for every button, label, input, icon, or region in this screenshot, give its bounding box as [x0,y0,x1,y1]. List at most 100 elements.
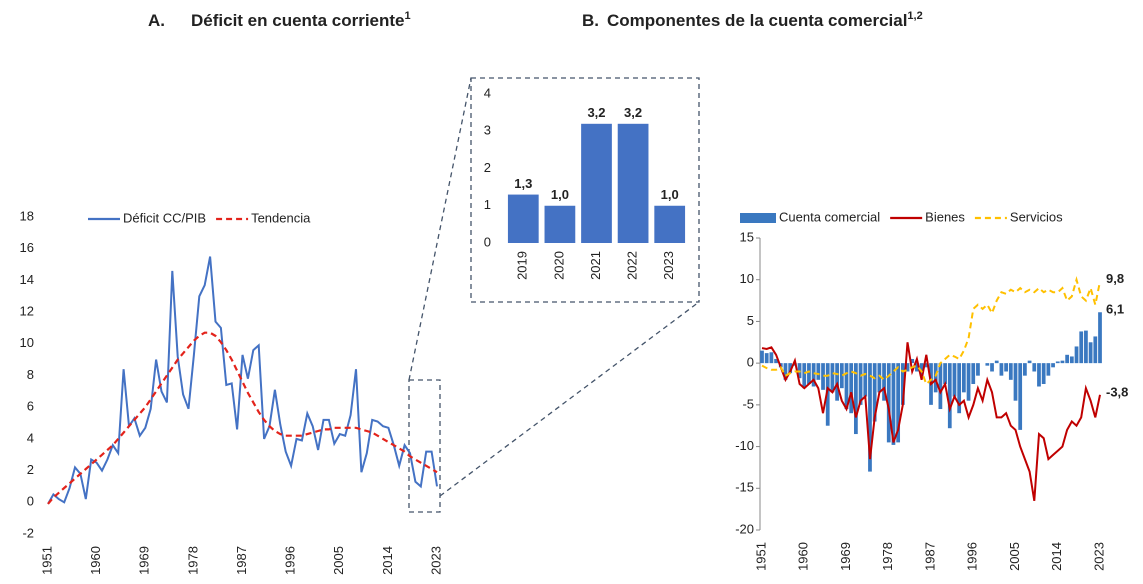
bar [952,363,957,397]
y-tick-label: 4 [27,430,34,445]
legend-label: Déficit CC/PIB [123,210,206,225]
y-tick-label: -5 [742,396,754,411]
bar [872,363,877,422]
bar [933,363,938,393]
bar [760,350,764,364]
bar [1037,363,1041,387]
x-tick-label: 2005 [331,546,346,575]
y-tick-label: 8 [27,367,34,382]
bar [811,363,816,387]
bar [849,363,854,414]
y-tick-label: 16 [20,240,34,255]
bar [1084,330,1088,364]
x-tick-label: 2022 [625,251,640,280]
y-tick-label: 0 [747,355,754,370]
bar [1013,363,1018,401]
bar [544,205,576,243]
bar [976,363,980,376]
bar [999,363,1004,376]
bar [919,363,924,376]
x-tick-label: 2019 [515,251,530,280]
x-tick-label: 1969 [137,546,152,575]
value-label: 1,0 [661,187,679,202]
bar [821,363,825,390]
y-tick-label: 0 [27,494,34,509]
bar [617,123,649,243]
bar [1093,336,1098,364]
x-tick-label: 1960 [796,542,811,571]
y-tick-label: 2 [484,160,491,175]
bar [915,363,919,372]
bar [868,363,872,472]
bar [825,363,830,426]
bar [1065,354,1070,364]
x-tick-label: 1996 [965,542,980,571]
x-tick-label: 1960 [88,546,103,575]
zoom-region [408,379,441,513]
legend-swatch [740,213,776,223]
bar [905,363,910,372]
legend-label: Tendencia [251,210,311,225]
bar [1069,356,1074,364]
bar [971,363,976,384]
x-tick-label: 2020 [551,251,566,280]
y-tick-label: 12 [20,304,34,319]
y-tick-label: 5 [747,313,754,328]
bar [1055,361,1060,364]
x-tick-label: 2021 [588,251,603,280]
bar [1041,363,1046,384]
bar [910,358,915,364]
bar [966,363,971,401]
bar [900,363,905,405]
legend-label: Bienes [925,209,965,224]
bar [844,363,849,410]
x-tick-label: 1987 [922,542,937,571]
bar [1046,363,1051,376]
bar [1023,363,1027,376]
bar [924,363,929,368]
bar [1079,331,1084,364]
x-tick-label: 1996 [283,546,298,575]
bar [1032,363,1037,372]
bar [1027,360,1032,364]
value-label: 3,2 [624,105,642,120]
x-tick-label: 1951 [753,542,768,571]
bar [1060,360,1065,364]
bar [1098,312,1102,364]
bar [581,123,612,243]
bar [1008,363,1013,380]
bar [1004,363,1008,372]
end-label: 9,8 [1106,271,1124,286]
bar [947,363,952,429]
bar [816,363,821,380]
bar [807,363,811,384]
bar [783,363,788,380]
x-tick-label: 1987 [234,546,249,575]
bar [882,363,886,401]
bar [858,363,863,405]
bar [896,363,901,443]
x-tick-label: 1951 [39,546,54,575]
bar [507,194,539,243]
y-tick-label: -2 [22,525,34,540]
y-tick-label: 10 [20,335,34,350]
y-tick-label: 3 [484,123,491,138]
value-label: 1,0 [551,187,569,202]
x-tick-label: 2023 [1091,542,1106,571]
bar [854,363,858,435]
bar [961,363,966,393]
x-tick-label: 2023 [661,251,676,280]
x-tick-label: 2023 [428,546,443,575]
bar [830,363,835,393]
y-tick-label: 15 [740,229,754,244]
panel-a-title: A. Déficit en cuenta corriente1 [148,10,411,31]
superscript: 1,2 [907,10,922,22]
y-tick-label: -20 [735,521,754,536]
bar [957,363,962,414]
bar [839,363,844,389]
bar [1051,363,1055,368]
bar [1074,346,1079,364]
y-tick-label: 2 [27,462,34,477]
line-series [761,342,1101,501]
